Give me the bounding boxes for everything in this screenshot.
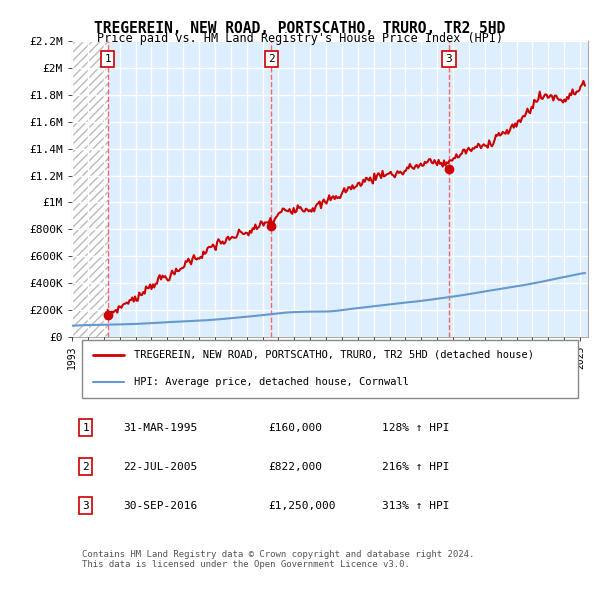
Text: 1: 1 xyxy=(104,54,111,64)
Text: TREGEREIN, NEW ROAD, PORTSCATHO, TRURO, TR2 5HD (detached house): TREGEREIN, NEW ROAD, PORTSCATHO, TRURO, … xyxy=(134,350,534,360)
Text: 22-JUL-2005: 22-JUL-2005 xyxy=(124,461,198,471)
Text: £160,000: £160,000 xyxy=(268,422,322,432)
Text: 30-SEP-2016: 30-SEP-2016 xyxy=(124,500,198,510)
Text: £822,000: £822,000 xyxy=(268,461,322,471)
Text: 1: 1 xyxy=(82,422,89,432)
Text: 313% ↑ HPI: 313% ↑ HPI xyxy=(382,500,449,510)
Text: 3: 3 xyxy=(446,54,452,64)
FancyBboxPatch shape xyxy=(82,340,578,398)
Text: 31-MAR-1995: 31-MAR-1995 xyxy=(124,422,198,432)
Text: Contains HM Land Registry data © Crown copyright and database right 2024.
This d: Contains HM Land Registry data © Crown c… xyxy=(82,550,475,569)
Text: 128% ↑ HPI: 128% ↑ HPI xyxy=(382,422,449,432)
Text: TREGEREIN, NEW ROAD, PORTSCATHO, TRURO, TR2 5HD: TREGEREIN, NEW ROAD, PORTSCATHO, TRURO, … xyxy=(94,21,506,35)
Text: 2: 2 xyxy=(268,54,275,64)
Text: 3: 3 xyxy=(82,500,89,510)
Text: 2: 2 xyxy=(82,461,89,471)
Text: 216% ↑ HPI: 216% ↑ HPI xyxy=(382,461,449,471)
Text: Price paid vs. HM Land Registry's House Price Index (HPI): Price paid vs. HM Land Registry's House … xyxy=(97,32,503,45)
Text: £1,250,000: £1,250,000 xyxy=(268,500,335,510)
Text: HPI: Average price, detached house, Cornwall: HPI: Average price, detached house, Corn… xyxy=(134,376,409,386)
Bar xyxy=(72,41,108,336)
